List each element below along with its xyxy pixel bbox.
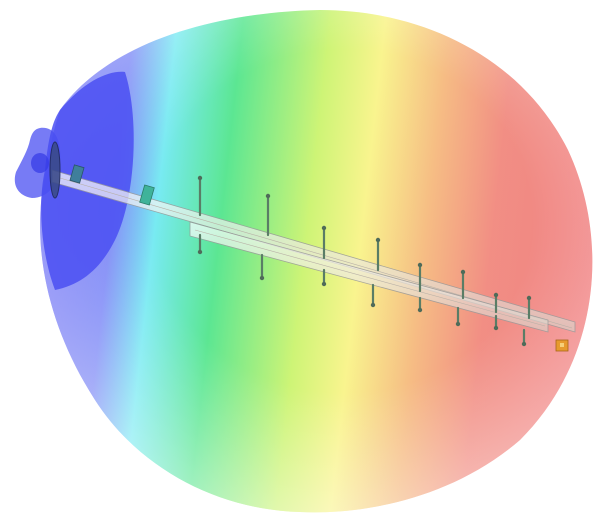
yagi-antenna <box>49 141 576 352</box>
mount-block-1 <box>69 164 85 184</box>
directors-upper <box>198 176 531 320</box>
lower-boom <box>189 221 549 333</box>
mount-block-2 <box>139 184 155 206</box>
rear-reflector <box>49 141 61 199</box>
